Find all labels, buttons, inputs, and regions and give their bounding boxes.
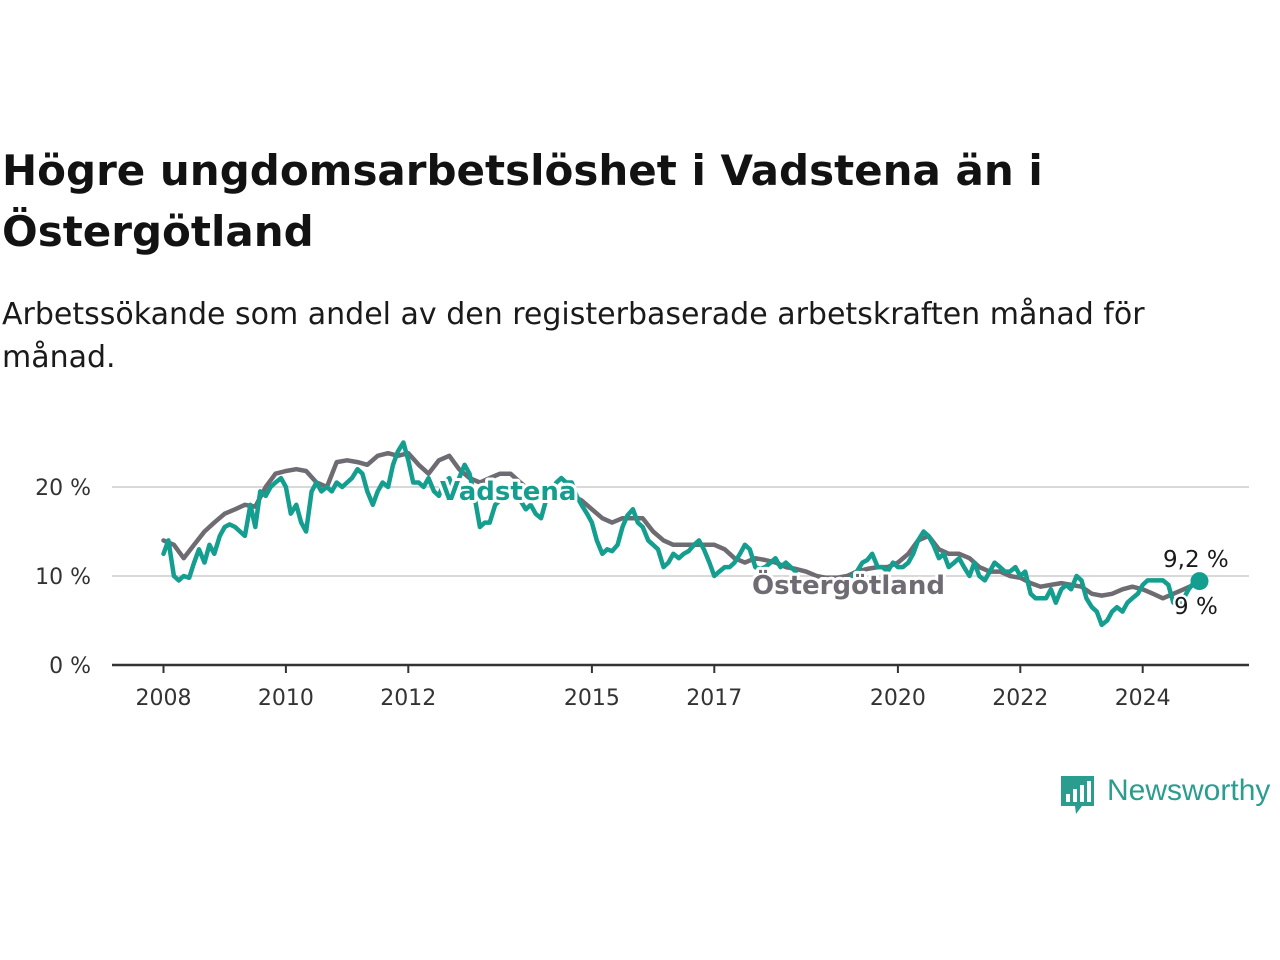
y-tick-label: 20 % — [35, 476, 91, 501]
y-tick-label: 10 % — [35, 565, 91, 590]
x-tick-label: 2017 — [686, 686, 742, 711]
line-chart: 0 % 10 % 20 % 2008 2010 2012 2015 2017 2020 2022 2… — [35, 440, 1249, 711]
x-tick-label: 2010 — [258, 686, 314, 711]
x-tick-label: 2024 — [1115, 686, 1171, 711]
brand-name: Newsworthy — [1107, 774, 1271, 807]
x-tick-label: 2022 — [992, 686, 1048, 711]
chart-title: Högre ungdomsarbetslöshet i Vadstena än … — [2, 146, 1043, 256]
series-line-ostergotland — [161, 450, 1196, 601]
x-tick-label: 2008 — [136, 686, 192, 711]
end-label-vadstena: 9,2 % — [1163, 547, 1229, 573]
series-line-vadstena — [849, 529, 1196, 628]
chart-speech-bubble-icon — [1061, 776, 1094, 814]
x-tick-label: 2012 — [380, 686, 436, 711]
y-tick-label: 0 % — [49, 654, 91, 679]
end-label-ostergotland: 9 % — [1174, 594, 1218, 620]
chart-subtitle: Arbetssökande som andel av den registerb… — [2, 297, 1145, 375]
series-line-vadstena — [161, 440, 798, 583]
end-marker-vadstena — [1190, 572, 1209, 591]
series-label-vadstena: Vadstena — [440, 477, 576, 507]
newsworthy-logo[interactable]: Newsworthy — [1058, 772, 1280, 820]
x-tick-label: 2015 — [564, 686, 620, 711]
series-label-ostergotland: Östergötland — [752, 568, 945, 601]
x-tick-label: 2020 — [870, 686, 926, 711]
